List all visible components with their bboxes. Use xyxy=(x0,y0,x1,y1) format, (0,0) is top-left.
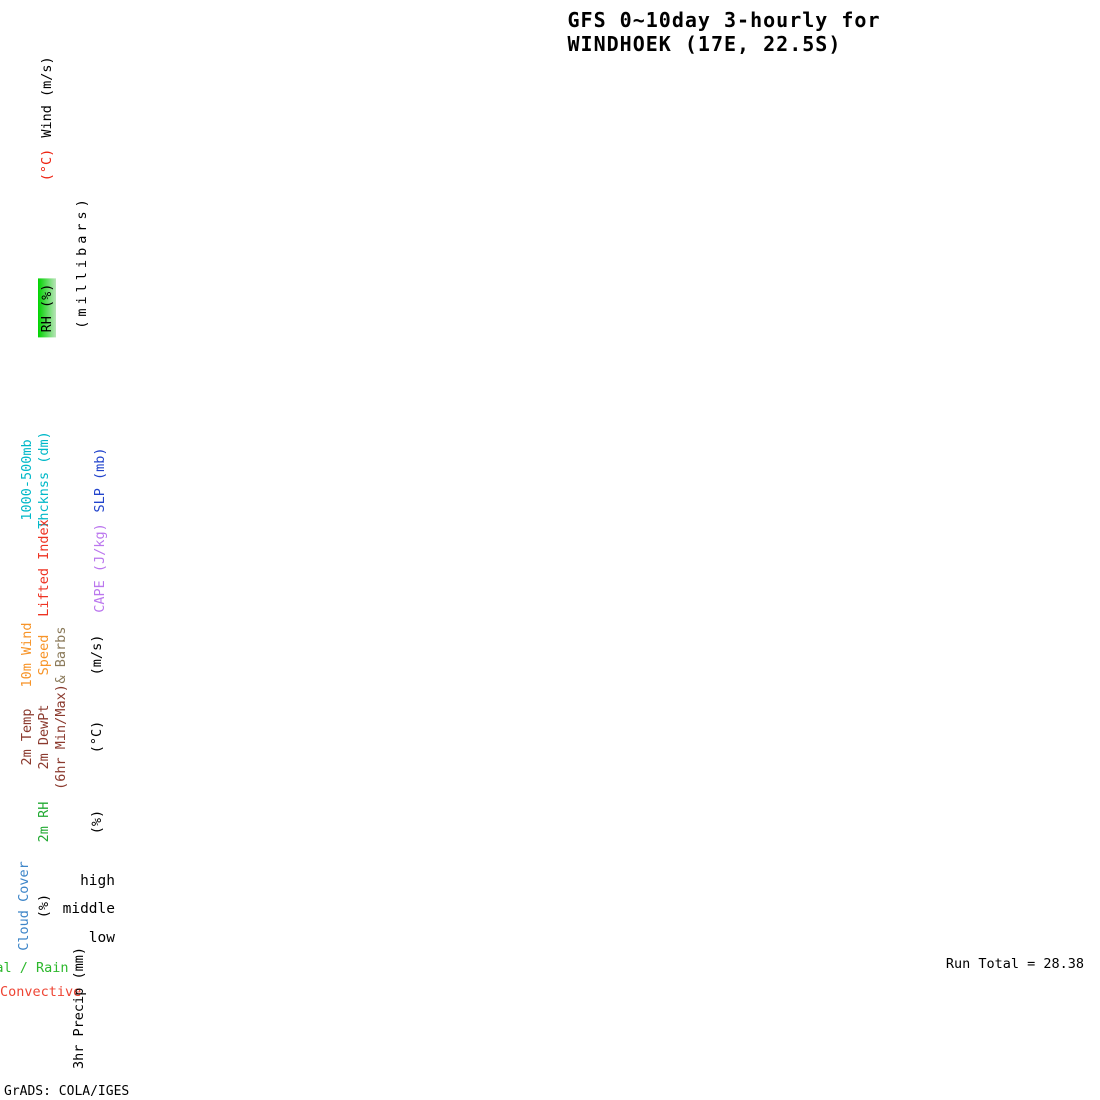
millibars-axis-label: (millibars) xyxy=(74,195,90,329)
cloud-row-low: low xyxy=(88,930,115,946)
dewpt2m-label: 2m DewPt xyxy=(36,704,52,770)
wind10m-unit-label: (m/s) xyxy=(89,634,105,676)
temp2m-unit-label: (°C) xyxy=(89,720,105,754)
run-total-text: Run Total = 28.38 xyxy=(945,956,1084,972)
rh-legend: RH (%) xyxy=(38,278,56,338)
cloud-row-middle: middle xyxy=(62,901,115,917)
thickness-label-line1: 1000-500mb xyxy=(19,439,35,521)
page-title: GFS 0~10day 3-hourly for WINDHOEK (17E, … xyxy=(567,8,881,56)
barbs-label: & Barbs xyxy=(53,626,69,684)
wind-axis-label: Wind (m/s) xyxy=(39,56,55,138)
precip-convective-label: Convective xyxy=(0,984,82,1000)
wind10m-label-line2: Speed xyxy=(36,634,52,676)
grads-credit: GrADS: COLA/IGES xyxy=(4,1084,130,1099)
cape-axis-label: CAPE (J/kg) xyxy=(92,523,108,613)
cloud-cover-label: Cloud Cover xyxy=(16,861,32,951)
degc-axis-label: (°C) xyxy=(39,148,55,182)
temp2m-label: 2m Temp xyxy=(19,708,35,766)
precip-unit-label: 3hr Precip (mm) xyxy=(71,947,87,1069)
minmax-label: (6hr Min/Max) xyxy=(53,684,69,790)
lifted-index-label: Lifted Index xyxy=(36,519,52,617)
cloud-unit-label: (%) xyxy=(36,893,52,919)
rh2m-label: 2m RH xyxy=(36,801,52,843)
precip-total-label: Total / Rain xyxy=(0,960,69,976)
rh-swatch: RH (%) xyxy=(38,278,56,338)
cloud-row-high: high xyxy=(80,873,115,889)
thickness-label-line2: Thcknss (dm) xyxy=(36,431,52,529)
slp-axis-label: SLP (mb) xyxy=(92,447,108,513)
rh2m-unit-label: (%) xyxy=(89,809,105,835)
wind10m-label-line1: 10m Wind xyxy=(19,622,35,688)
